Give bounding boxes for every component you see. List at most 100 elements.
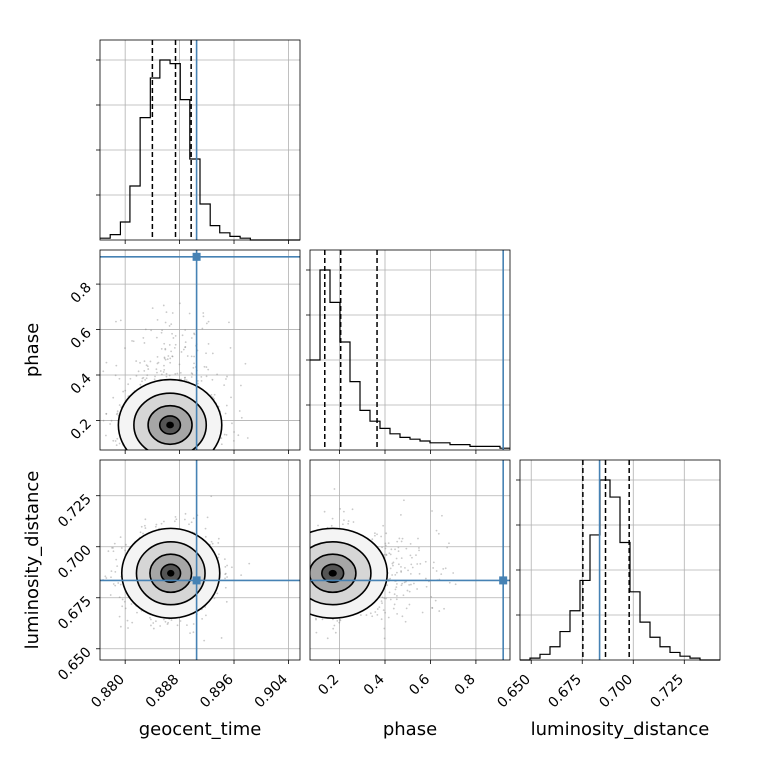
scatter-point xyxy=(162,304,165,307)
scatter-point xyxy=(150,624,152,627)
scatter-point xyxy=(93,567,95,569)
truth-marker xyxy=(192,576,201,585)
scatter-point xyxy=(163,520,165,523)
scatter-point xyxy=(163,618,165,621)
scatter-point xyxy=(174,335,177,337)
scatter-point xyxy=(396,583,398,585)
scatter-point xyxy=(417,537,419,540)
scatter-point xyxy=(182,348,185,351)
scatter-point xyxy=(180,351,183,353)
scatter-point xyxy=(389,577,391,580)
scatter-point xyxy=(387,542,390,545)
frame-phase_vs_geocent_time xyxy=(99,249,301,451)
scatter-point xyxy=(191,373,194,375)
scatter-point xyxy=(230,396,232,399)
scatter-point xyxy=(210,393,213,396)
scatter-point xyxy=(175,518,178,521)
scatter-point xyxy=(402,594,405,597)
contour-line xyxy=(310,541,372,606)
frame-luminosity_distance_vs_geocent_time xyxy=(99,459,301,661)
scatter-point xyxy=(392,607,395,610)
scatter-point xyxy=(116,412,119,415)
scatter-point xyxy=(97,391,99,393)
scatter-point xyxy=(381,602,383,605)
scatter-point xyxy=(385,553,388,556)
scatter-point xyxy=(172,337,175,339)
scatter-point xyxy=(437,532,440,535)
scatter-point xyxy=(385,532,388,535)
scatter-point xyxy=(131,340,133,342)
scatter-point xyxy=(229,346,232,349)
scatter-point xyxy=(394,588,397,591)
scatter-point xyxy=(204,535,207,538)
scatter-point xyxy=(336,620,339,622)
scatter-point xyxy=(206,516,209,519)
scatter-point xyxy=(392,564,394,567)
panel-luminosity_distance-geocent_time xyxy=(91,460,300,660)
scatter-luminosity_distance_vs_phase xyxy=(310,488,457,640)
scatter-point xyxy=(139,383,142,386)
scatter-point xyxy=(204,527,207,530)
scatter-point xyxy=(186,355,189,357)
scatter-point xyxy=(192,517,195,520)
scatter-point xyxy=(432,561,435,564)
scatter-point xyxy=(151,307,154,309)
contour-line xyxy=(149,553,193,594)
scatter-point xyxy=(203,365,206,368)
scatter-point xyxy=(164,620,167,623)
scatter-point xyxy=(150,329,153,332)
scatter-point xyxy=(339,619,342,622)
scatter-point xyxy=(115,320,117,323)
scatter-point xyxy=(333,624,336,627)
scatter-point xyxy=(202,315,205,318)
scatter-point xyxy=(380,618,383,621)
scatter-point xyxy=(205,322,208,325)
scatter-point xyxy=(407,569,409,572)
scatter-point xyxy=(396,612,399,615)
scatter-point xyxy=(171,355,174,358)
scatter-point xyxy=(164,347,167,350)
scatter-point xyxy=(240,416,243,419)
scatter-point xyxy=(224,573,227,576)
scatter-point xyxy=(127,383,130,386)
scatter-point xyxy=(122,390,125,393)
scatter-point xyxy=(317,524,319,527)
scatter-point xyxy=(165,311,168,314)
scatter-point xyxy=(184,376,186,379)
scatter-point xyxy=(110,419,113,422)
scatter-point xyxy=(386,584,388,587)
scatter-point xyxy=(166,623,169,625)
histogram-geocent_time xyxy=(100,59,300,241)
scatter-point xyxy=(230,566,233,569)
scatter-point xyxy=(147,368,150,370)
scatter-point xyxy=(91,620,93,622)
scatter-point xyxy=(154,525,157,528)
scatter-point xyxy=(205,352,207,355)
scatter-point xyxy=(115,413,118,416)
scatter-point xyxy=(326,637,329,640)
scatter-point xyxy=(146,365,149,368)
scatter-point xyxy=(166,358,169,361)
scatter-point xyxy=(205,614,207,617)
scatter-point xyxy=(220,637,223,639)
y-axis-label-phase: phase xyxy=(22,323,43,377)
scatter-point xyxy=(400,584,403,587)
scatter-point xyxy=(119,319,122,322)
contour-line xyxy=(160,563,182,584)
scatter-point xyxy=(380,600,383,603)
scatter-point xyxy=(178,302,181,305)
contour-line xyxy=(120,527,221,619)
scatter-point xyxy=(118,615,121,618)
scatter-point xyxy=(378,606,381,609)
scatter-point xyxy=(170,323,173,326)
scatter-point xyxy=(152,627,155,630)
scatter-point xyxy=(383,597,386,600)
scatter-point xyxy=(139,361,141,364)
scatter-point xyxy=(112,583,115,585)
histogram-luminosity_distance xyxy=(520,479,720,661)
scatter-point xyxy=(95,430,97,432)
scatter-point xyxy=(225,404,228,407)
frame-geocent_time xyxy=(99,39,301,241)
scatter-point xyxy=(404,566,406,569)
scatter-point xyxy=(203,639,206,642)
